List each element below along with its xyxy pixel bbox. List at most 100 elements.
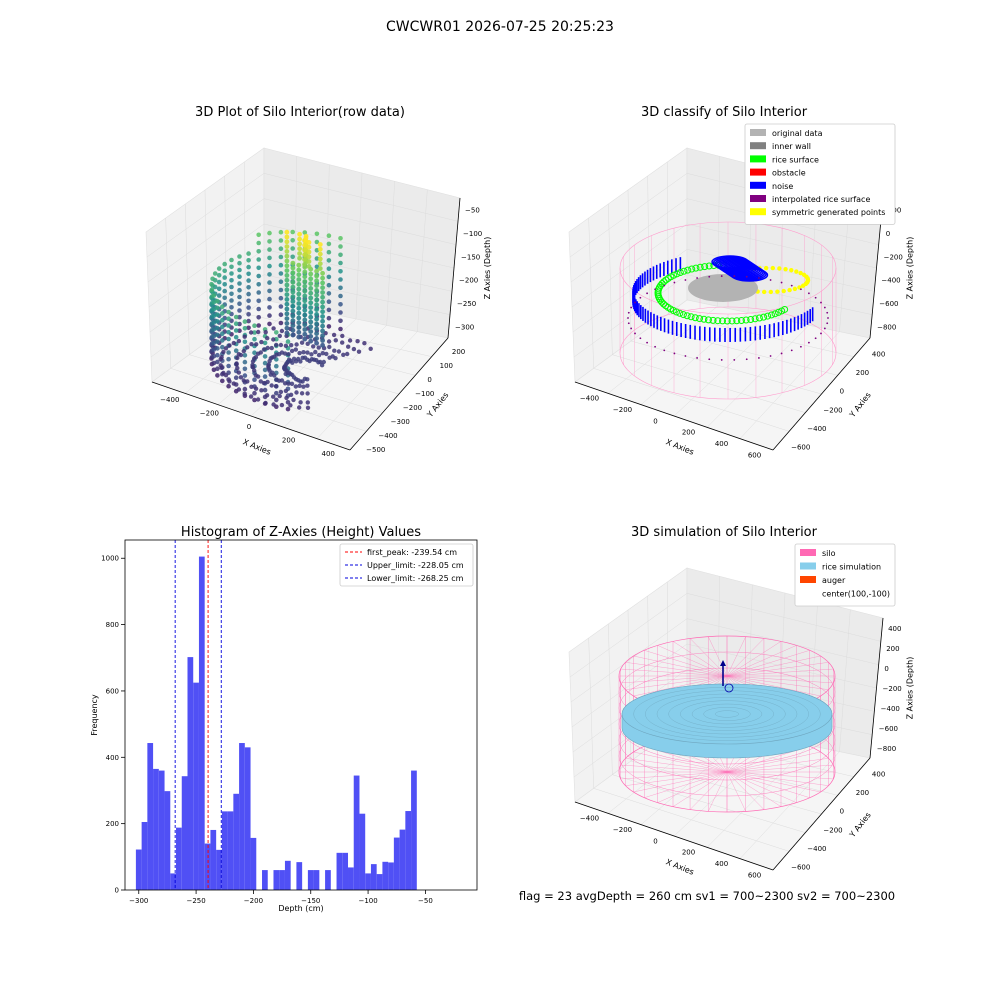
data-point	[307, 250, 312, 255]
data-point	[249, 342, 253, 346]
interpolated-point	[628, 312, 630, 314]
data-point	[296, 263, 301, 268]
z-tick-label: −800	[877, 323, 896, 331]
data-point	[237, 301, 242, 306]
interpolated-point	[646, 292, 648, 294]
chart-simulation-3d: 3D simulation of Silo Interior−400−20002…	[569, 525, 915, 879]
symmetric-point	[762, 290, 766, 294]
data-point	[285, 302, 290, 307]
data-point	[254, 387, 258, 391]
data-point	[357, 350, 361, 354]
y-tick-label: 200	[106, 820, 119, 828]
data-point	[314, 322, 319, 327]
data-point	[320, 290, 325, 295]
data-point	[296, 287, 301, 292]
data-point	[314, 293, 319, 298]
data-point	[314, 274, 319, 279]
data-point	[237, 274, 242, 279]
data-point	[352, 347, 356, 351]
data-point	[278, 394, 282, 398]
data-point	[249, 330, 253, 334]
data-point	[243, 360, 248, 365]
data-point	[290, 254, 295, 259]
data-point	[285, 263, 290, 268]
histogram-bar	[187, 657, 193, 890]
data-point	[259, 340, 263, 344]
z-tick-label: 200	[886, 645, 899, 653]
data-point	[217, 273, 222, 278]
data-point	[243, 353, 248, 358]
data-point	[285, 249, 290, 254]
data-point	[242, 349, 246, 353]
data-point	[308, 272, 313, 277]
data-point	[256, 266, 261, 271]
data-point	[302, 313, 307, 318]
data-point	[222, 262, 227, 267]
data-point	[307, 259, 312, 264]
interpolated-point	[696, 277, 698, 279]
data-point	[215, 353, 220, 358]
data-point	[297, 246, 302, 251]
data-point	[291, 333, 296, 338]
x-tick-label: 0	[653, 417, 657, 425]
data-point	[306, 400, 310, 404]
interpolated-point	[770, 279, 772, 281]
data-point	[302, 327, 307, 332]
histogram-bar	[359, 814, 365, 890]
data-point	[291, 270, 296, 275]
data-point	[296, 320, 301, 325]
data-point	[234, 328, 239, 333]
z-tick-label: −250	[457, 300, 476, 308]
data-point	[284, 389, 288, 393]
data-point	[314, 331, 319, 336]
interpolated-point	[770, 355, 772, 357]
data-point	[267, 264, 272, 269]
histogram-bar	[176, 828, 182, 890]
data-point	[302, 308, 307, 313]
z-tick-label: 400	[888, 625, 901, 633]
data-point	[296, 268, 301, 273]
legend-swatch	[800, 576, 816, 583]
data-point	[280, 329, 284, 333]
data-point	[297, 256, 302, 261]
data-point	[246, 272, 251, 277]
data-point	[291, 275, 296, 280]
data-point	[317, 345, 321, 349]
data-point	[290, 349, 294, 353]
data-point	[302, 322, 307, 327]
data-point	[262, 347, 266, 351]
z-tick-label: −150	[461, 253, 480, 261]
interpolated-point	[634, 302, 636, 304]
histogram-bar	[382, 862, 388, 890]
histogram-bar	[405, 811, 411, 890]
data-point	[286, 339, 291, 344]
data-point	[279, 246, 284, 251]
footer-status-text: flag = 23 avgDepth = 260 cm sv1 = 700~23…	[519, 889, 895, 903]
interpolated-point	[708, 276, 710, 278]
data-point	[279, 271, 284, 276]
y-tick-label: −500	[366, 446, 385, 454]
x-axis-title: X Axies	[241, 437, 272, 456]
histogram-bar	[147, 743, 153, 890]
data-point	[270, 383, 274, 387]
histogram-bar	[354, 776, 360, 890]
data-point	[327, 308, 332, 313]
data-point	[237, 261, 242, 266]
interpolated-point	[685, 279, 687, 281]
histogram-bar	[228, 811, 234, 890]
data-point	[246, 258, 251, 263]
data-point	[265, 393, 269, 397]
data-point	[222, 289, 227, 294]
data-point	[229, 292, 234, 297]
data-point	[227, 343, 231, 347]
data-point	[294, 390, 298, 394]
z-tick-label: −300	[455, 323, 474, 331]
interpolated-point	[808, 292, 810, 294]
data-point	[305, 391, 309, 395]
symmetric-point	[794, 269, 798, 273]
data-point	[291, 261, 296, 266]
data-point	[256, 241, 261, 246]
data-point	[285, 316, 290, 321]
data-point	[215, 346, 220, 351]
data-point	[320, 314, 325, 319]
